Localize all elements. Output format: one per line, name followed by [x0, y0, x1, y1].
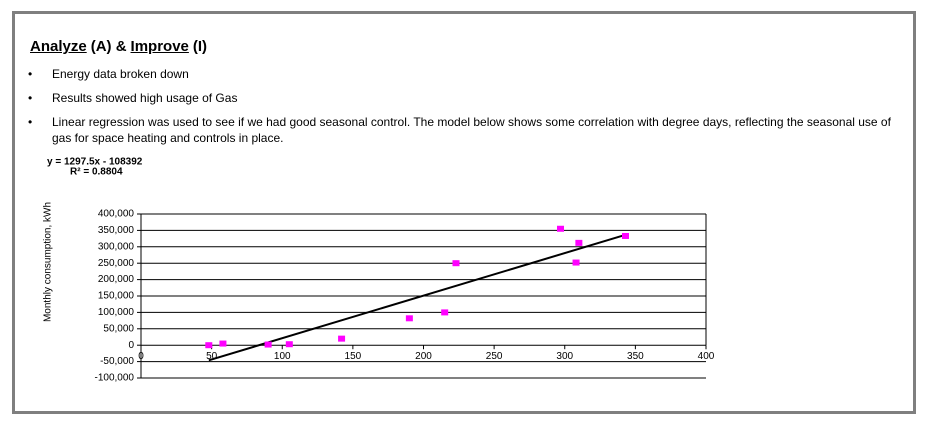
title-part: Improve	[130, 38, 189, 55]
y-tick-label: 300,000	[98, 241, 135, 252]
point	[285, 341, 293, 348]
frame	[12, 11, 916, 414]
point	[205, 342, 213, 349]
y-tick-label: -50,000	[100, 356, 134, 367]
x-tick-label: 0	[138, 351, 144, 362]
point	[452, 260, 460, 267]
y-tick-label: 0	[128, 340, 134, 351]
point	[264, 341, 272, 348]
y-tick-label: 350,000	[98, 225, 135, 236]
y-tick-label: -100,000	[95, 373, 135, 384]
y-tick-label: 100,000	[98, 307, 135, 318]
x-tick-label: 250	[486, 351, 503, 362]
point	[575, 239, 583, 246]
point	[557, 225, 565, 232]
trendline	[208, 233, 626, 362]
x-tick-label: 100	[274, 351, 291, 362]
point	[219, 340, 227, 347]
trend-r2: R² = 0.8804	[70, 167, 123, 178]
x-tick-label: 50	[206, 351, 218, 362]
x-tick-label: 400	[698, 351, 715, 362]
trend-equation: y = 1297.5x - 108392	[47, 157, 143, 168]
x-tick-label: 150	[345, 351, 362, 362]
bullet: Linear regression was used to see if we …	[28, 114, 902, 146]
y-tick-label: 200,000	[98, 274, 135, 285]
y-tick-label: 50,000	[103, 323, 134, 334]
x-tick-label: 350	[627, 351, 644, 362]
x-tick-label: 200	[415, 351, 432, 362]
bullet: Results showed high usage of Gas	[28, 90, 238, 106]
y-tick-label: 150,000	[98, 291, 135, 302]
y-tick-label: 250,000	[98, 258, 135, 269]
x-tick-label: 300	[556, 351, 573, 362]
title-part: Analyze	[30, 38, 87, 55]
point	[621, 232, 629, 239]
y-axis-label: Monthly consumption, kWh	[43, 202, 54, 322]
y-tick-label: 400,000	[98, 209, 135, 220]
point	[405, 315, 413, 322]
bullet: Energy data broken down	[28, 66, 189, 82]
title: Analyze (A) & Improve (I)	[30, 38, 211, 55]
point	[572, 259, 580, 266]
point	[338, 335, 346, 342]
point	[441, 309, 449, 316]
title-part: (I)	[192, 38, 208, 55]
title-part: (A) &	[90, 38, 127, 55]
